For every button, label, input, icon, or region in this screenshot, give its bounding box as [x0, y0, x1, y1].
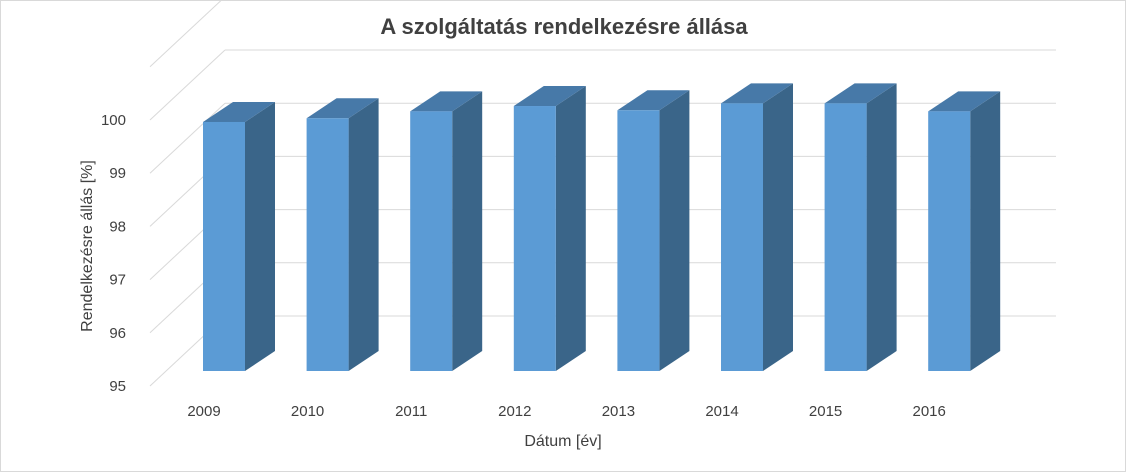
bar-front: [410, 111, 453, 371]
bar-side: [555, 86, 586, 372]
x-tick-label: 2013: [602, 403, 635, 420]
y-tick-label: 95: [109, 378, 126, 395]
x-axis-ticks: 2009 2010 2011 2012 2013 2014 2015 2016: [187, 403, 946, 420]
bar-front: [306, 118, 349, 371]
bar-front: [617, 110, 660, 371]
gridline-diagonal: [149, 102, 226, 174]
x-tick-label: 2012: [498, 403, 531, 420]
bar-side: [659, 90, 690, 371]
y-axis-title: Rendelkezésre állás [%]: [79, 160, 96, 332]
bar-side: [970, 91, 1001, 371]
bar-top: [410, 91, 483, 112]
bar-front: [721, 103, 763, 372]
gridline-diagonal: [149, 49, 226, 121]
bar-top: [513, 86, 586, 107]
bar-2016: [928, 91, 1001, 371]
gridline-diagonal: [149, 0, 223, 68]
bar-top: [721, 83, 793, 104]
x-tick-label: 2009: [187, 403, 220, 420]
y-tick-label: 100: [101, 112, 126, 129]
bar-top: [824, 83, 897, 104]
y-axis-ticks: 95 96 97 98 99 100: [101, 112, 126, 395]
bar-front: [203, 121, 245, 371]
gridlines: [149, 0, 1056, 387]
bar-side: [452, 91, 483, 371]
bar-side: [866, 83, 897, 372]
bar-2010: [306, 98, 379, 372]
bar-2014: [721, 83, 793, 372]
bar-2015: [824, 83, 897, 372]
bar-front: [824, 103, 867, 372]
bar-side: [245, 101, 275, 371]
x-axis-title: Dátum [év]: [524, 433, 601, 450]
bar-2012: [513, 86, 586, 372]
x-tick-label: 2011: [395, 403, 427, 420]
bar-2009: [203, 101, 275, 371]
y-tick-label: 96: [109, 325, 126, 342]
bar-top: [203, 101, 275, 122]
bar-top: [928, 91, 1001, 112]
bar-top: [306, 98, 379, 119]
x-tick-label: 2014: [705, 403, 738, 420]
chart-title: A szolgáltatás rendelkezésre állása: [380, 14, 748, 39]
x-tick-label: 2016: [913, 403, 946, 420]
bars: [203, 83, 1001, 372]
bar-front: [513, 106, 556, 372]
y-tick-label: 97: [109, 272, 126, 289]
x-tick-label: 2015: [809, 403, 842, 420]
bar-2011: [410, 91, 483, 371]
x-tick-label: 2010: [291, 403, 324, 420]
bar-2013: [617, 90, 690, 371]
y-tick-label: 99: [109, 165, 126, 182]
bar-side: [763, 83, 793, 372]
bar-front: [928, 111, 971, 371]
bar-top: [617, 90, 690, 111]
y-tick-label: 98: [109, 218, 126, 235]
bar-side: [348, 98, 379, 372]
